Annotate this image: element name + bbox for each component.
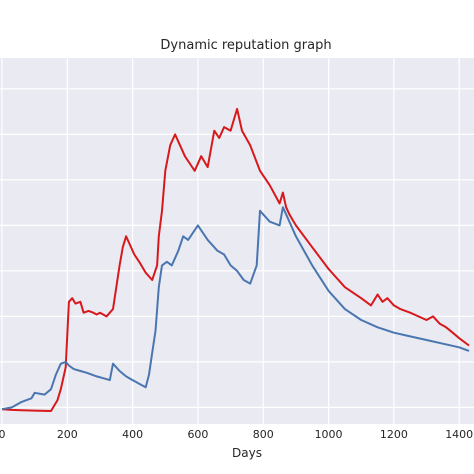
x-tick-label-3: 600 (187, 428, 208, 441)
x-tick-label-2: 400 (122, 428, 143, 441)
x-tick-label-4: 800 (253, 428, 274, 441)
series-line-1 (1, 206, 470, 411)
x-tick-label-7: 1400 (445, 428, 473, 441)
x-tick-label-6: 1200 (380, 428, 408, 441)
x-tick-labels: 0 200 400 600 800 1000 1200 1400 (0, 428, 473, 441)
series-line-0 (1, 107, 470, 412)
x-tick-label-0: 0 (0, 428, 6, 441)
plot-background (0, 58, 474, 424)
gridlines (0, 58, 474, 424)
series-lines (1, 107, 470, 412)
x-axis-label: Days (232, 446, 262, 460)
chart-title: Dynamic reputation graph (160, 38, 331, 53)
x-tick-label-1: 200 (57, 428, 78, 441)
x-tick-label-5: 1000 (315, 428, 343, 441)
